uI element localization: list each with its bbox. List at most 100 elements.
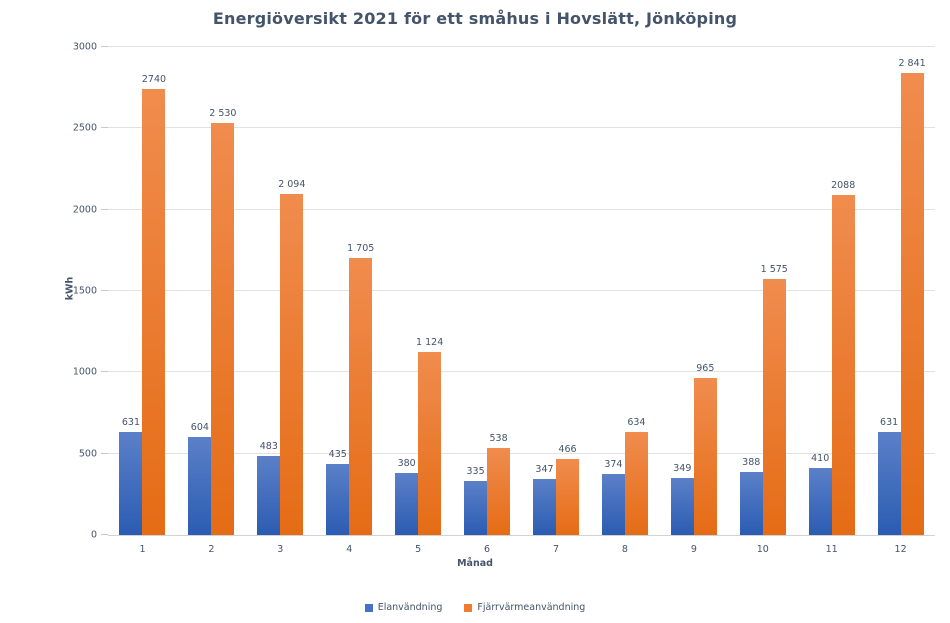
- bar-group-month-7: 347 466: [522, 47, 591, 535]
- data-label-elanvandning-month-12: 631: [880, 417, 899, 429]
- bar-fjarrvarmeanvandning-month-11: [831, 195, 855, 535]
- y-axis-tick-2000: [101, 208, 108, 210]
- barwrap-fjarrvarmeanvandning-month-11: 2088: [831, 47, 855, 535]
- data-label-elanvandning-month-11: 410: [811, 453, 830, 465]
- bar-fjarrvarmeanvandning-month-12: [900, 72, 924, 535]
- bar-group-month-8: 374 634: [590, 47, 659, 535]
- legend-label-fjarrvarmeanvandning: Fjärrvärmeanvändning: [477, 602, 586, 613]
- barwrap-fjarrvarmeanvandning-month-7: 466: [555, 47, 579, 535]
- data-label-fjarrvarmeanvandning-month-10: 1 575: [760, 263, 788, 275]
- data-label-fjarrvarmeanvandning-month-9: 965: [696, 363, 715, 375]
- data-label-fjarrvarmeanvandning-month-6: 538: [489, 432, 508, 444]
- x-axis-tick-labels: 1 2 3 4 5 6 7 8 9 10 11 12: [108, 544, 935, 555]
- legend-item-elanvandning: Elanvändning: [364, 602, 442, 613]
- data-label-elanvandning-month-3: 483: [259, 441, 278, 453]
- y-axis-tick-2500: [101, 127, 108, 129]
- y-axis-tick-1000: [101, 371, 108, 373]
- y-axis-tick-1500: [101, 290, 108, 291]
- x-axis-tick-label-7: 7: [552, 544, 560, 555]
- legend-swatch-icon-elanvandning: [364, 603, 373, 612]
- data-label-elanvandning-month-5: 380: [397, 458, 416, 470]
- barwrap-elanvandning-month-3: 483: [257, 47, 281, 535]
- bar-elanvandning-month-4: [326, 464, 350, 535]
- legend: Elanvändning Fjärrvärmeanvändning: [0, 602, 950, 613]
- bar-elanvandning-month-2: [188, 436, 212, 535]
- data-label-elanvandning-month-6: 335: [466, 465, 485, 477]
- bar-elanvandning-month-12: [877, 432, 901, 535]
- barwrap-fjarrvarmeanvandning-month-3: 2 094: [278, 47, 306, 535]
- bar-elanvandning-month-5: [395, 473, 419, 535]
- x-axis-tick-label-1: 1: [139, 544, 146, 555]
- bar-fjarrvarmeanvandning-month-6: [487, 447, 511, 535]
- data-label-fjarrvarmeanvandning-month-2: 2 530: [209, 108, 237, 120]
- data-label-elanvandning-month-7: 347: [535, 463, 554, 475]
- barwrap-fjarrvarmeanvandning-month-9: 965: [693, 47, 717, 535]
- barwrap-fjarrvarmeanvandning-month-12: 2 841: [898, 47, 926, 535]
- data-label-elanvandning-month-8: 374: [604, 459, 623, 471]
- y-axis-tick-0: [101, 534, 108, 535]
- data-label-elanvandning-month-9: 349: [673, 463, 692, 475]
- x-axis-tick-label-2: 2: [208, 544, 215, 555]
- bar-elanvandning-month-1: [119, 432, 143, 535]
- barwrap-elanvandning-month-2: 604: [188, 47, 212, 535]
- data-label-fjarrvarmeanvandning-month-1: 2740: [141, 74, 167, 86]
- y-axis-tick-label-1500: 1500: [72, 285, 97, 297]
- bar-elanvandning-month-7: [532, 478, 556, 535]
- data-label-fjarrvarmeanvandning-month-3: 2 094: [278, 179, 306, 191]
- data-label-fjarrvarmeanvandning-month-5: 1 124: [416, 337, 444, 349]
- x-axis-title: Månad: [457, 558, 493, 569]
- bar-elanvandning-month-8: [601, 474, 625, 535]
- barwrap-fjarrvarmeanvandning-month-4: 1 705: [347, 47, 375, 535]
- y-axis-tick-label-0: 0: [90, 529, 97, 541]
- plot-area: 631 2740 604 2 530 483 2 094 435 1 705 380 1 124 3…: [73, 42, 935, 555]
- barwrap-fjarrvarmeanvandning-month-6: 538: [487, 47, 511, 535]
- legend-swatch-icon-fjarrvarmeanvandning: [464, 603, 473, 612]
- data-label-elanvandning-month-2: 604: [190, 421, 209, 433]
- data-label-fjarrvarmeanvandning-month-4: 1 705: [347, 242, 375, 254]
- barwrap-elanvandning-month-9: 349: [670, 47, 694, 535]
- bar-fjarrvarmeanvandning-month-4: [349, 257, 373, 535]
- barwrap-elanvandning-month-7: 347: [532, 47, 556, 535]
- bar-elanvandning-month-3: [257, 456, 281, 535]
- y-axis-tick-3000: [101, 46, 108, 47]
- barwrap-fjarrvarmeanvandning-month-10: 1 575: [760, 47, 788, 535]
- data-label-elanvandning-month-1: 631: [121, 417, 141, 429]
- x-axis-tick-label-12: 12: [894, 544, 907, 555]
- bar-fjarrvarmeanvandning-month-8: [624, 431, 648, 535]
- bar-group-month-4: 435 1 705: [315, 47, 384, 535]
- y-axis-tick-label-1000: 1000: [72, 366, 97, 378]
- barwrap-elanvandning-month-6: 335: [464, 47, 488, 535]
- bar-elanvandning-month-9: [670, 478, 694, 535]
- x-axis-tick-label-9: 9: [690, 544, 697, 555]
- bar-fjarrvarmeanvandning-month-3: [280, 194, 304, 535]
- y-axis-tick-label-2000: 2000: [72, 204, 97, 216]
- barwrap-elanvandning-month-12: 631: [877, 47, 901, 535]
- data-label-elanvandning-month-10: 388: [742, 456, 761, 468]
- barwrap-elanvandning-month-8: 374: [601, 47, 625, 535]
- gridline-1500: [108, 290, 935, 291]
- bar-group-month-9: 349 965: [659, 47, 728, 535]
- x-axis-tick-label-5: 5: [415, 544, 422, 555]
- bar-groups: 631 2740 604 2 530 483 2 094 435 1 705 380 1 124 3…: [108, 47, 935, 535]
- data-label-fjarrvarmeanvandning-month-12: 2 841: [898, 57, 926, 69]
- bar-group-month-3: 483 2 094: [246, 47, 315, 535]
- bar-group-month-12: 631 2 841: [866, 47, 935, 535]
- bar-elanvandning-month-6: [464, 480, 488, 535]
- gridline-1000: [108, 371, 935, 373]
- x-axis-tick-label-8: 8: [621, 544, 628, 555]
- chart-title: Energiöversikt 2021 för ett småhus i Hov…: [212, 9, 738, 28]
- bar-group-month-5: 380 1 124: [384, 47, 453, 535]
- barwrap-fjarrvarmeanvandning-month-1: 2740: [141, 47, 167, 535]
- y-axis-tick-label-3000: 3000: [72, 41, 97, 53]
- x-axis-tick-label-3: 3: [277, 544, 284, 555]
- data-label-fjarrvarmeanvandning-month-8: 634: [627, 416, 646, 428]
- bar-elanvandning-month-10: [739, 471, 763, 535]
- bar-fjarrvarmeanvandning-month-5: [418, 352, 442, 535]
- x-axis-tick-label-11: 11: [825, 544, 838, 555]
- bar-group-month-6: 335 538: [453, 47, 522, 535]
- bar-group-month-10: 388 1 575: [728, 47, 797, 535]
- y-axis-tick-label-2500: 2500: [72, 122, 97, 134]
- barwrap-fjarrvarmeanvandning-month-5: 1 124: [416, 47, 444, 535]
- bar-group-month-11: 410 2088: [797, 47, 866, 535]
